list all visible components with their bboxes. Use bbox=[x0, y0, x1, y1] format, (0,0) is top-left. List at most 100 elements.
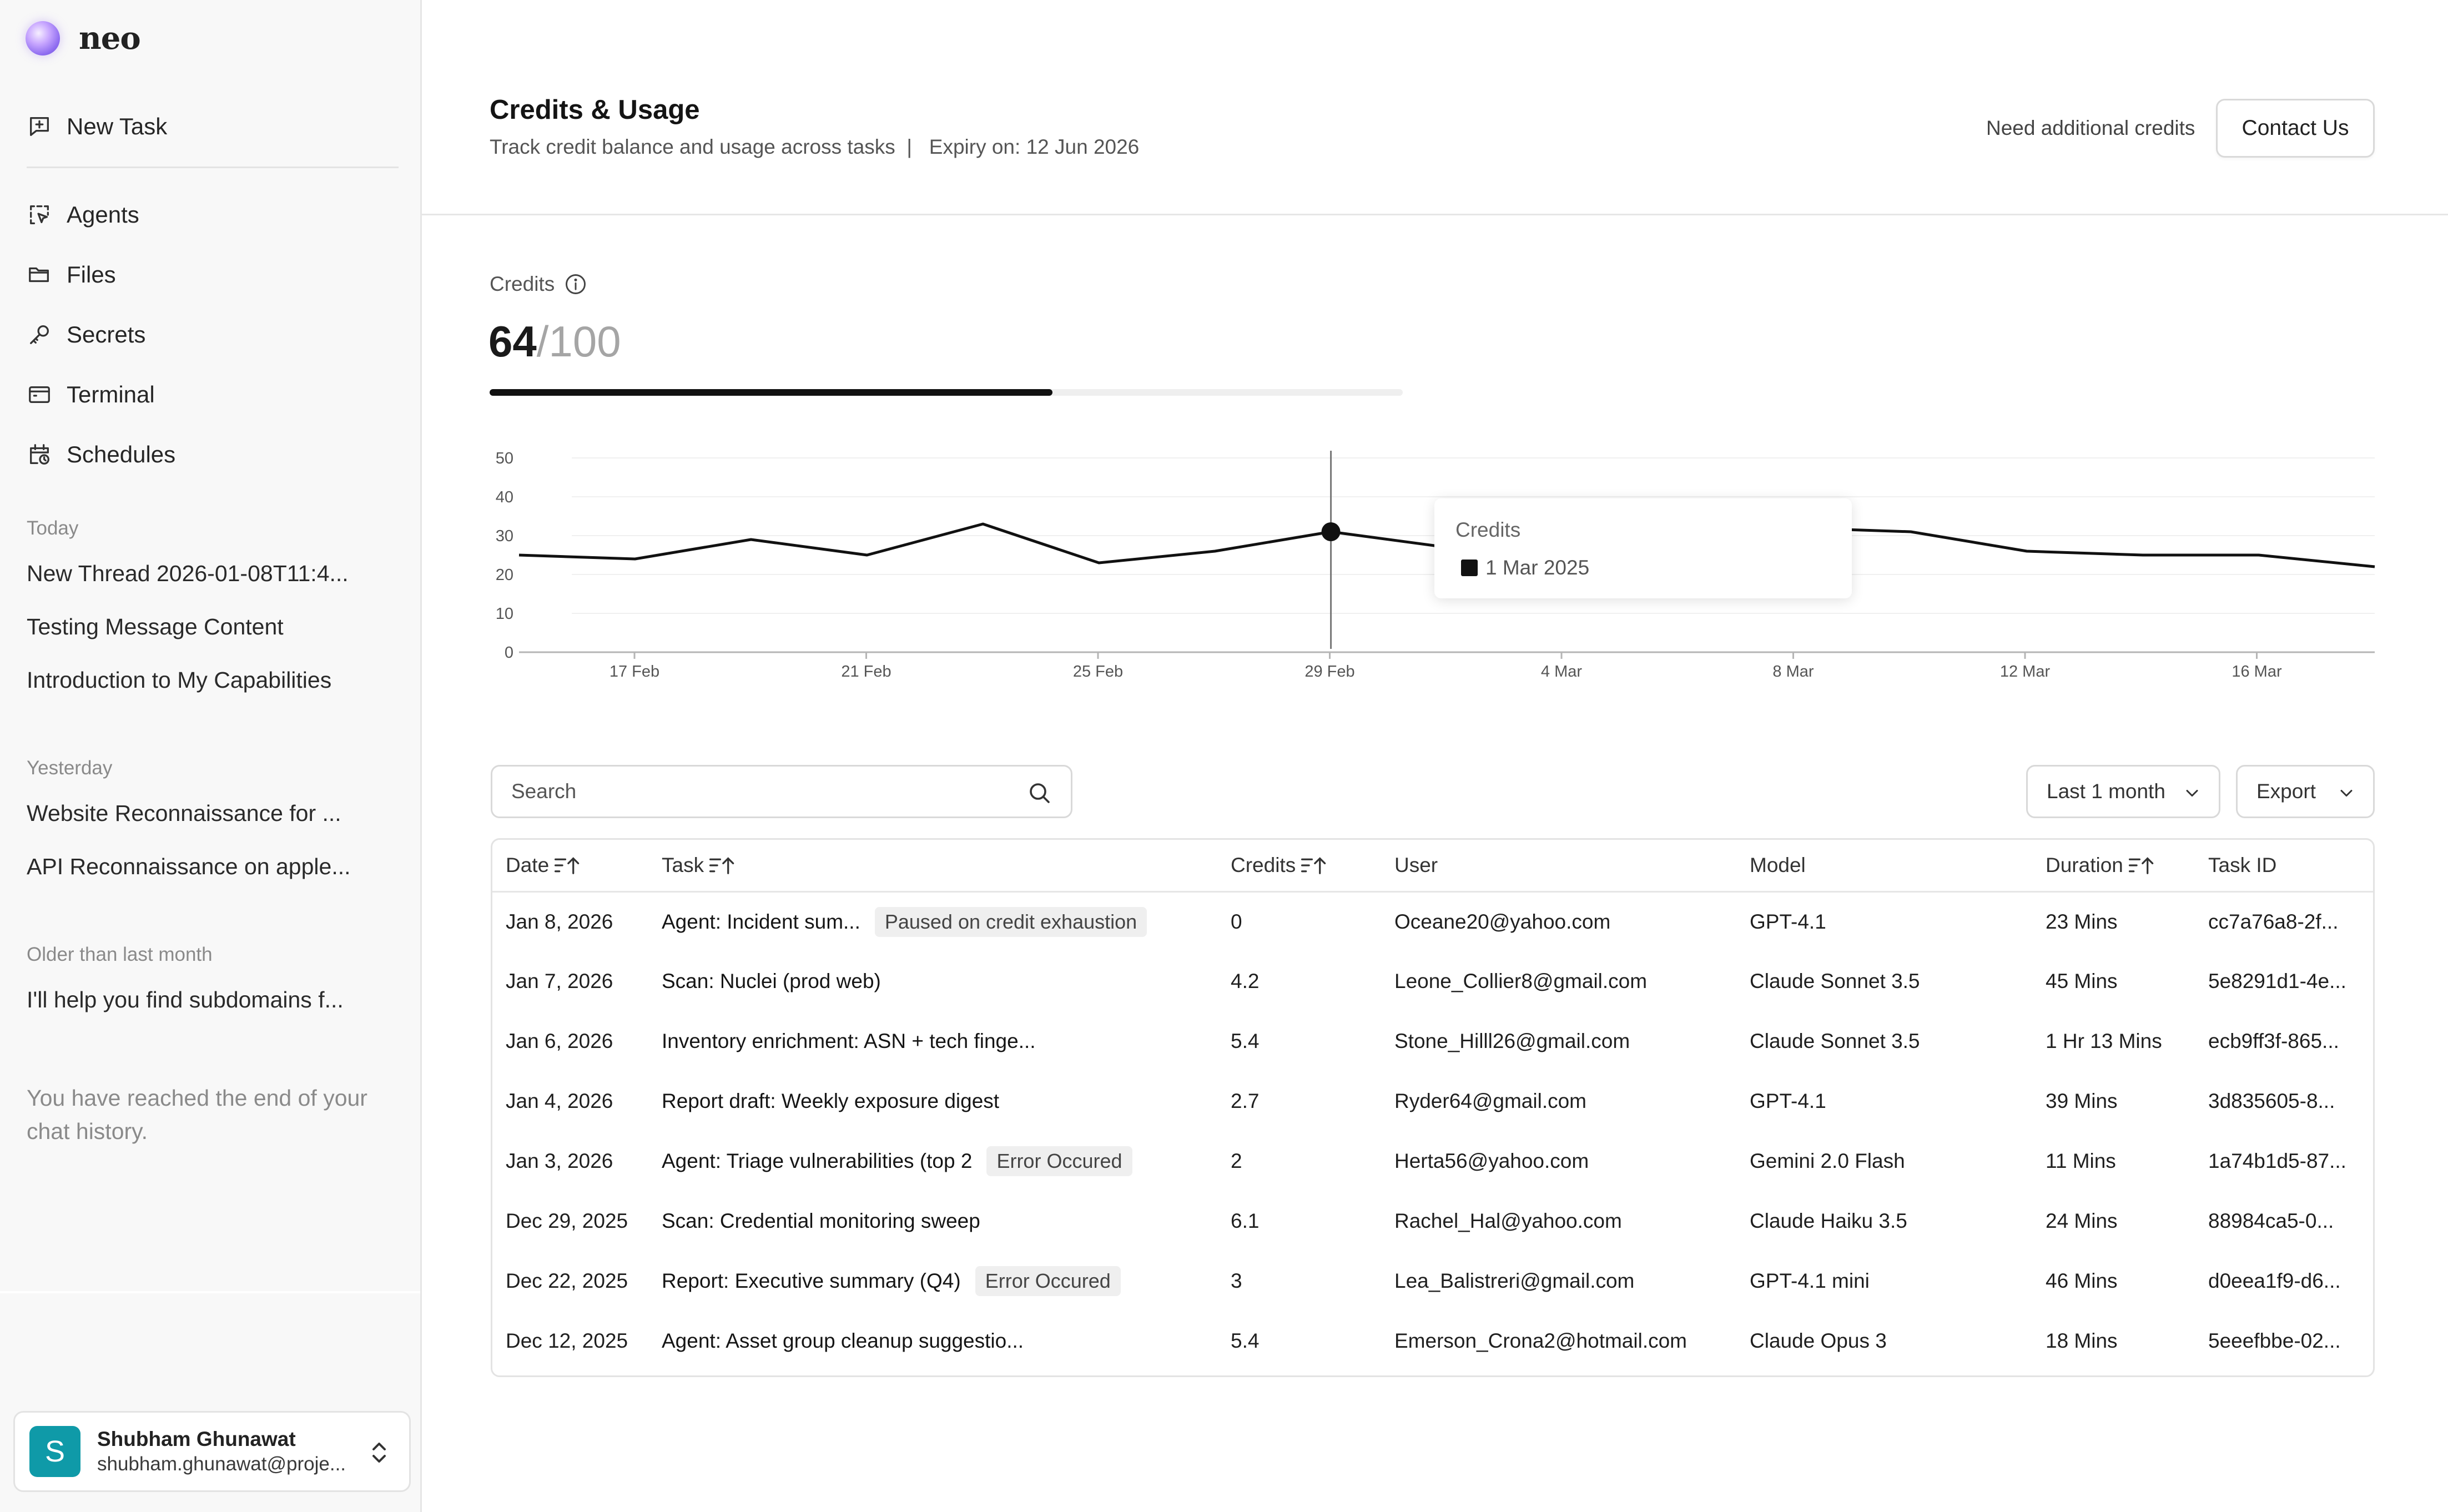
x-tick-label: 17 Feb bbox=[610, 663, 659, 681]
x-tick-label: 25 Feb bbox=[1073, 663, 1123, 681]
table-row[interactable]: Dec 12, 2025 Agent: Asset group cleanup s… bbox=[492, 1311, 2373, 1371]
thread-item[interactable]: Website Reconnaissance for ... bbox=[27, 800, 341, 826]
task-name: Scan: Nuclei (prod web) bbox=[662, 970, 881, 992]
cell-credits: 2.7 bbox=[1231, 1090, 1260, 1112]
table-row[interactable]: Dec 22, 2025 Report: Executive summary (Q… bbox=[492, 1251, 2373, 1311]
cell-model: GPT-4.1 bbox=[1750, 1090, 1826, 1112]
export-label: Export bbox=[2256, 780, 2316, 803]
task-name: Report: Executive summary (Q4) bbox=[662, 1269, 961, 1292]
table-row[interactable]: Jan 7, 2026 Scan: Nuclei (prod web) 4.2 Leo… bbox=[492, 951, 2373, 1011]
cell-date: Jan 3, 2026 bbox=[506, 1150, 613, 1172]
cell-task: Agent: Asset group cleanup suggestio... bbox=[662, 1311, 1231, 1371]
thread-item[interactable]: New Thread 2026-01-08T11:4... bbox=[27, 561, 349, 586]
credits-label-text: Credits bbox=[490, 273, 555, 295]
cell-task: Inventory enrichment: ASN + tech finge..… bbox=[662, 1011, 1231, 1071]
sidebar-item-secrets[interactable]: Secrets bbox=[27, 313, 404, 357]
cell-id: 5eeefbbe-02... bbox=[2208, 1329, 2341, 1352]
sidebar-item-terminal[interactable]: Terminal bbox=[27, 372, 404, 417]
credits-progress-bar bbox=[490, 389, 1403, 396]
sort-icon bbox=[555, 856, 580, 874]
contact-us-button[interactable]: Contact Us bbox=[2216, 99, 2375, 158]
cell-user: Herta56@yahoo.com bbox=[1394, 1150, 1589, 1172]
cell-date: Jan 7, 2026 bbox=[506, 970, 613, 992]
cell-model: GPT-4.1 mini bbox=[1750, 1269, 1870, 1292]
sort-icon bbox=[709, 856, 734, 874]
credits-usage-chart[interactable]: 0 10 20 30 40 50 17 Feb 21 Feb 25 Feb 29 Feb 4 Mar… bbox=[477, 439, 2387, 694]
x-tick-label: 4 Mar bbox=[1541, 663, 1582, 681]
column-header-task[interactable]: Task bbox=[662, 840, 1231, 891]
cell-user: Leone_Collier8@gmail.com bbox=[1394, 970, 1648, 992]
cell-credits: 5.4 bbox=[1231, 1329, 1260, 1352]
export-dropdown[interactable]: Export bbox=[2236, 765, 2375, 818]
nav-divider bbox=[27, 167, 399, 168]
table-row[interactable]: Jan 8, 2026 Agent: Incident sum... Paused … bbox=[492, 891, 2373, 951]
cell-user: Stone_Hilll26@gmail.com bbox=[1394, 1030, 1630, 1052]
column-header-task-id: Task ID bbox=[2208, 840, 2373, 891]
user-info: Shubham Ghunawat shubham.ghunawat@proje.… bbox=[97, 1428, 364, 1475]
cell-task: Scan: Nuclei (prod web) bbox=[662, 951, 1231, 1011]
table-row[interactable]: Jan 4, 2026 Report draft: Weekly exposure… bbox=[492, 1071, 2373, 1131]
task-name: Scan: Credential monitoring sweep bbox=[662, 1209, 980, 1232]
sidebar-item-agents[interactable]: Agents bbox=[27, 193, 404, 237]
user-account-switcher[interactable]: S Shubham Ghunawat shubham.ghunawat@proj… bbox=[13, 1411, 411, 1492]
hover-data-point[interactable] bbox=[1321, 522, 1341, 541]
sidebar-item-label: Files bbox=[67, 261, 116, 288]
cell-user: Ryder64@gmail.com bbox=[1394, 1090, 1587, 1112]
new-task-button[interactable]: New Task bbox=[27, 104, 404, 149]
header-divider bbox=[422, 214, 2448, 215]
cell-duration: 11 Mins bbox=[2046, 1150, 2116, 1172]
x-tick-label: 21 Feb bbox=[841, 663, 891, 681]
column-header-credits[interactable]: Credits bbox=[1231, 840, 1394, 891]
cell-model: Claude Sonnet 3.5 bbox=[1750, 970, 1920, 992]
cell-credits: 3 bbox=[1231, 1269, 1242, 1292]
credits-used: 64 bbox=[488, 317, 537, 366]
thread-item[interactable]: Testing Message Content bbox=[27, 614, 284, 639]
cell-duration: 39 Mins bbox=[2046, 1090, 2118, 1112]
usage-table: Date Task Credits User Model Duration Ta… bbox=[491, 838, 2375, 1377]
cell-date: Jan 8, 2026 bbox=[506, 910, 613, 933]
cell-task: Report: Executive summary (Q4) Error Occu… bbox=[662, 1251, 1231, 1311]
cell-credits: 2 bbox=[1231, 1150, 1242, 1172]
brand-name: neo bbox=[79, 20, 141, 57]
sidebar-item-files[interactable]: Files bbox=[27, 253, 404, 297]
cell-credits: 5.4 bbox=[1231, 1030, 1260, 1052]
brand-logo[interactable]: neo bbox=[26, 20, 141, 57]
sidebar-item-schedules[interactable]: Schedules bbox=[27, 432, 404, 477]
chevron-down-icon bbox=[2186, 790, 2198, 797]
x-tick-label: 12 Mar bbox=[2000, 663, 2051, 681]
chevron-down-icon bbox=[2340, 790, 2353, 797]
column-header-label: Date bbox=[506, 853, 550, 876]
table-row[interactable]: Jan 6, 2026 Inventory enrichment: ASN + t… bbox=[492, 1011, 2373, 1071]
info-icon[interactable] bbox=[563, 272, 588, 296]
cell-duration: 18 Mins bbox=[2046, 1329, 2118, 1352]
thread-item[interactable]: I'll help you find subdomains f... bbox=[27, 987, 344, 1012]
table-row[interactable]: Dec 29, 2025 Scan: Credential monitoring … bbox=[492, 1191, 2373, 1251]
sidebar: neo New Task Agents Files Secrets Termin… bbox=[0, 0, 422, 1512]
cell-model: Gemini 2.0 Flash bbox=[1750, 1150, 1905, 1172]
search-field[interactable] bbox=[491, 765, 1072, 818]
credits-total: /100 bbox=[536, 317, 621, 366]
sidebar-separator bbox=[0, 1291, 420, 1293]
agents-icon bbox=[30, 205, 49, 224]
column-header-date[interactable]: Date bbox=[492, 840, 662, 891]
folder-icon bbox=[29, 267, 49, 283]
date-range-dropdown[interactable]: Last 1 month bbox=[2026, 765, 2220, 818]
tooltip-swatch bbox=[1461, 560, 1478, 576]
user-email: shubham.ghunawat@proje... bbox=[97, 1453, 346, 1475]
thread-item[interactable]: API Reconnaissance on apple... bbox=[27, 854, 351, 879]
search-input[interactable] bbox=[511, 780, 1011, 803]
key-icon bbox=[30, 325, 49, 344]
table-header-row: Date Task Credits User Model Duration Ta… bbox=[492, 840, 2373, 891]
search-icon[interactable] bbox=[1026, 780, 1053, 807]
status-badge: Error Occured bbox=[975, 1266, 1121, 1296]
task-cell: Inventory enrichment: ASN + tech finge..… bbox=[662, 1030, 1231, 1053]
thread-item[interactable]: Introduction to My Capabilities bbox=[27, 667, 332, 693]
cell-id: 5e8291d1-4e... bbox=[2208, 970, 2346, 992]
terminal-icon bbox=[29, 386, 50, 404]
cell-duration: 23 Mins bbox=[2046, 910, 2118, 933]
table-row[interactable]: Jan 3, 2026 Agent: Triage vulnerabilities… bbox=[492, 1131, 2373, 1191]
sort-icon bbox=[2128, 856, 2154, 874]
column-header-duration[interactable]: Duration bbox=[2046, 840, 2208, 891]
need-credits-text: Need additional credits bbox=[1986, 117, 2195, 139]
column-header-label: Model bbox=[1750, 853, 1806, 876]
